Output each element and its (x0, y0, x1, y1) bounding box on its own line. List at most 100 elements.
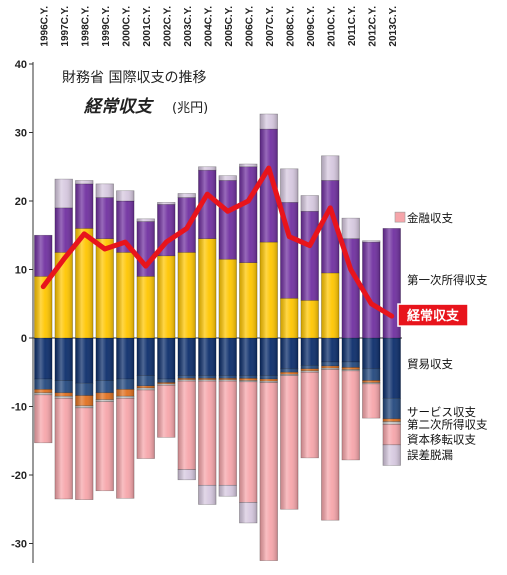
chart-title: 財務省 国際収支の推移 (62, 70, 206, 86)
bar-segment-shade (157, 204, 176, 256)
bar-segment-shade (341, 369, 360, 371)
bar-segment-shade (362, 338, 381, 369)
bar-segment-shade (157, 383, 176, 386)
x-tick-label: 2007C.Y. (265, 6, 276, 47)
bar-segment-shade (218, 485, 237, 497)
bar-segment-shade (218, 180, 237, 260)
bar-segment-shade (218, 375, 237, 379)
bar-segment-shade (116, 379, 135, 390)
bar-segment-shade (341, 338, 360, 362)
bar-segment-shade (259, 338, 278, 376)
line-layer (40, 165, 395, 319)
bar-segment-shade (54, 252, 73, 338)
bar-segment-shade (75, 183, 94, 229)
y-tick-label: 40 (15, 59, 27, 71)
bar-segment-shade (280, 375, 299, 510)
bar-segment-shade (341, 361, 360, 368)
bar-segment-shade (75, 383, 94, 396)
x-tick-label: 2011C.Y. (347, 6, 358, 46)
bar-segment-shade (34, 389, 53, 393)
bar-segment-shade (218, 379, 237, 382)
bar-segment-shade (382, 418, 401, 422)
y-tick-label: -10 (11, 402, 27, 414)
bar-segment-shade (300, 211, 319, 301)
callout-box (397, 303, 469, 327)
axes-layer: 40 30 20 10 0 -10 -20 -30 1996C.Y. 1997C.Y. 1998C.… (11, 6, 402, 563)
bar-segment-shade (198, 238, 217, 338)
x-tick-label: 2002C.Y. (162, 6, 173, 47)
bar-segment-shade (239, 262, 258, 338)
bar-segment-shade (382, 421, 401, 425)
bar-segment-shade (157, 338, 176, 380)
bar-segment-shade (362, 240, 381, 243)
x-tick-label: 2009C.Y. (306, 6, 317, 47)
bar-segment-shade (136, 385, 155, 389)
legend-label-dai2: 第二次所得収支 (407, 417, 488, 431)
current-account-line (40, 165, 395, 319)
bar-segment-shade (300, 195, 319, 212)
bar-segment-shade (116, 252, 135, 338)
bar-segment-shade (321, 368, 340, 370)
bar-segment-shade (95, 238, 114, 338)
bar-segment-shade (116, 396, 135, 399)
bar-segment-shade (75, 407, 94, 500)
bar-segment-shade (198, 379, 217, 382)
bar-segment-shade (382, 424, 401, 445)
legend-label-dai1: 第一次所得収支 (407, 273, 488, 287)
bar-segment-shade (95, 338, 114, 381)
bar-segment-shade (362, 382, 381, 384)
bar-segment-shade (136, 218, 155, 222)
bar-segment-shade (300, 300, 319, 338)
bar-segment-shade (300, 372, 319, 458)
bar-segment-shade (300, 370, 319, 373)
bar-segment-shade (75, 395, 94, 406)
bar-segment-shade (239, 164, 258, 167)
bar-segment-shade (259, 382, 278, 561)
x-tick-label: 2003C.Y. (183, 6, 194, 47)
bar-segment-shade (95, 183, 114, 198)
bar-segment-shade (177, 469, 196, 480)
bar-segment-shade (218, 259, 237, 338)
bar-segment-shade (116, 338, 135, 380)
callout-label: 経常収支 (407, 308, 460, 324)
bar-segment-shade (198, 378, 217, 380)
bar-segment-shade (259, 242, 278, 338)
bar-segment-shade (157, 255, 176, 338)
bar-segment-shade (34, 235, 53, 277)
bar-segment-shade (218, 175, 237, 181)
bar-segment-shade (300, 368, 319, 371)
x-tick-label: 2013C.Y. (388, 6, 399, 47)
bars-layer (34, 113, 401, 561)
bar-segment-shade (362, 242, 381, 338)
bar-segment-shade (157, 382, 176, 384)
legend-label-service: サービス収支 (407, 405, 476, 419)
bar-segment-shade (75, 338, 94, 384)
bar-segment-shade (34, 394, 53, 443)
chart-unit: (兆円) (172, 101, 208, 116)
bar-segment-shade (198, 375, 217, 379)
bar-segment-shade (321, 272, 340, 338)
bar-segment-shade (280, 298, 299, 338)
bar-segment-shade (321, 366, 340, 369)
bar-segment-shade (54, 207, 73, 253)
bar-segment-shade (198, 485, 217, 505)
y-tick-label: 10 (15, 265, 27, 277)
bar-segment-shade (136, 338, 155, 376)
bar-segment-shade (280, 368, 299, 373)
bar-segment-shade (54, 380, 73, 393)
bar-segment-shade (157, 202, 176, 205)
bar-segment-shade (382, 398, 401, 419)
bar-segment-shade (280, 372, 299, 375)
bar-segment-shade (54, 179, 73, 208)
bar-segment-shade (54, 392, 73, 397)
bar-segment-shade (116, 389, 135, 397)
bar-segment-shade (341, 367, 360, 370)
x-tick-label: 2012C.Y. (367, 6, 378, 47)
bar-segment-shade (280, 338, 299, 369)
bar-segment-shade (218, 381, 237, 486)
bar-segment-shade (300, 338, 319, 366)
bar-segment-shade (218, 378, 237, 380)
x-tick-label: 2006C.Y. (244, 6, 255, 47)
